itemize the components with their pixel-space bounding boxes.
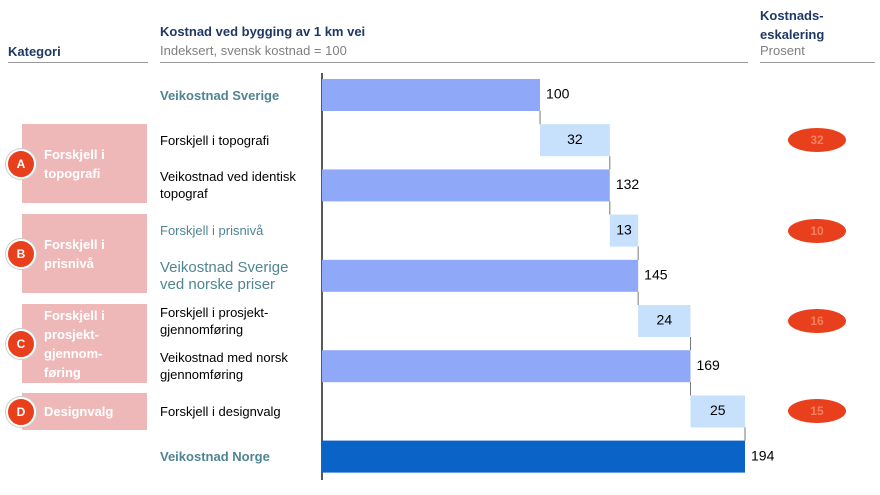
escalation-value: 15	[788, 399, 846, 424]
row-label: Forskjell i topografi	[160, 132, 270, 148]
value-label: 100	[546, 86, 570, 102]
bar	[540, 124, 610, 157]
escalation-value: 10	[788, 218, 846, 243]
value-label: 25	[710, 402, 726, 418]
category-letter: C	[6, 328, 36, 359]
row-label: Veikostnad Sverige	[160, 87, 280, 103]
escalation-header: Kostnads-eskalering	[760, 8, 825, 42]
category-letter: D	[6, 396, 36, 427]
rule	[760, 62, 875, 63]
value-label: 145	[644, 267, 668, 283]
category-box: Forskjell i topografi	[22, 124, 147, 203]
value-label: 13	[616, 221, 632, 237]
value-label: 194	[751, 447, 775, 463]
value-label: 32	[567, 131, 583, 147]
value-label: 24	[657, 312, 673, 328]
bar	[322, 259, 639, 292]
category-letter: A	[6, 148, 36, 179]
bar	[638, 305, 691, 337]
value-label: 169	[696, 357, 720, 373]
category-header: Kategori	[8, 44, 61, 59]
bar	[322, 79, 541, 111]
bar	[690, 395, 745, 428]
escalation-value: 16	[788, 309, 846, 333]
row-label: Forskjell i designvalg	[160, 403, 281, 419]
value-label: 132	[616, 176, 640, 192]
category-box: Designvalg	[22, 393, 147, 430]
row-label: Forskjell i prosjekt-gjennomføring	[160, 305, 269, 337]
bar	[609, 214, 639, 247]
row-label: Forskjell i prisnivå	[160, 223, 264, 239]
rule	[160, 62, 748, 63]
rule	[8, 62, 148, 63]
category-letter: B	[6, 238, 36, 269]
row-label: Veikostnad med norsk gjennomføring	[160, 350, 288, 383]
row-label: Veikostnad Sverige ved norske priser	[160, 258, 289, 293]
bar	[322, 169, 610, 202]
row-label: Veikostnad ved identisk topograf	[160, 169, 296, 202]
escalation-subheader: Prosent	[760, 43, 805, 58]
bar	[322, 350, 691, 383]
category-box: Forskjell i prisnivå	[22, 214, 147, 293]
category-box: Forskjell i prosjekt-gjennom-føring	[22, 304, 147, 383]
chart-title: Kostnad ved bygging av 1 km vei	[160, 24, 366, 39]
escalation-value: 32	[788, 128, 846, 153]
row-label: Veikostnad Norge	[160, 449, 270, 465]
chart-subtitle: Indeksert, svensk kostnad = 100	[160, 43, 347, 58]
bar	[322, 440, 745, 473]
